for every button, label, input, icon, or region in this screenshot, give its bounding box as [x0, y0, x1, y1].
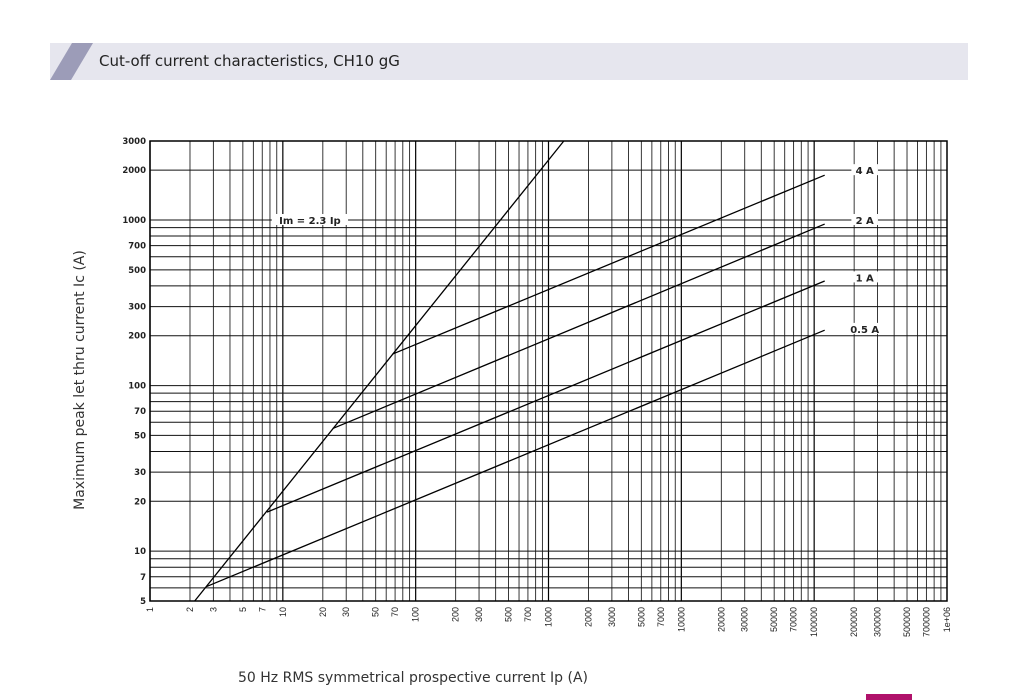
series-label: 1 A [856, 273, 874, 284]
brand-logo [866, 694, 912, 700]
x-tick-label: 100000 [809, 607, 819, 637]
y-tick-label: 70 [134, 407, 146, 417]
series-line [194, 140, 565, 602]
x-tick-label: 20000 [716, 607, 726, 632]
y-tick-label: 2000 [122, 166, 146, 176]
x-tick-label: 1000 [544, 607, 554, 627]
y-tick-label: 100 [128, 382, 146, 392]
series-line [392, 174, 825, 355]
series-line [332, 223, 825, 430]
y-tick-label: 5 [140, 597, 146, 607]
x-tick-label: 7 [257, 607, 267, 612]
x-tick-label: 50 [371, 607, 381, 617]
y-tick-label: 700 [128, 242, 146, 252]
x-tick-label: 500 [504, 607, 514, 622]
y-tick-label: 7 [140, 573, 146, 583]
x-tick-label: 2 [185, 607, 195, 612]
header-band [50, 43, 968, 80]
y-tick-label: 1000 [122, 216, 146, 226]
x-tick-label: 700 [523, 607, 533, 622]
x-tick-label: 300 [474, 607, 484, 622]
x-tick-label: 2000 [583, 607, 593, 627]
x-tick-label: 200 [451, 607, 461, 622]
x-tick-label: 5 [238, 607, 248, 612]
x-tick-label: 10000 [676, 607, 686, 632]
x-tick-label: 1 [145, 607, 155, 612]
series-label-bg [271, 214, 349, 226]
series-label: 2 A [856, 216, 874, 227]
y-tick-label: 50 [134, 431, 146, 441]
x-tick-label: 300000 [873, 607, 883, 637]
x-tick-label: 7000 [656, 607, 666, 627]
series-label: 4 A [856, 166, 874, 177]
header-accent [50, 43, 93, 80]
x-tick-label: 70 [390, 607, 400, 617]
y-tick-label: 3000 [122, 137, 146, 147]
x-tick-label: 500000 [902, 607, 912, 637]
y-tick-label: 30 [134, 468, 146, 478]
x-tick-label: 5000 [636, 607, 646, 627]
x-tick-label: 3 [208, 607, 218, 612]
y-tick-label: 200 [128, 332, 146, 342]
page-title: Cut-off current characteristics, CH10 gG [99, 52, 400, 70]
series-label-bg [851, 164, 878, 176]
x-tick-label: 30000 [740, 607, 750, 632]
series-label-bg [851, 271, 878, 283]
x-tick-label: 3000 [607, 607, 617, 627]
y-tick-label: 10 [134, 547, 146, 557]
y-axis-label: Maximum peak let thru current Ic (A) [72, 250, 88, 510]
x-tick-label: 20 [318, 607, 328, 617]
y-tick-label: 20 [134, 497, 146, 507]
x-tick-label: 100 [411, 607, 421, 622]
x-tick-label: 700000 [921, 607, 931, 637]
series-label-bg [845, 322, 885, 334]
series-line [205, 329, 825, 588]
series-line [266, 280, 825, 513]
x-tick-label: 1e+06 [942, 607, 952, 632]
x-axis-label: 50 Hz RMS symmetrical prospective curren… [238, 670, 588, 686]
x-tick-label: 70000 [789, 607, 799, 632]
series-label: Im = 2.3 Ip [279, 216, 341, 227]
y-tick-label: 500 [128, 266, 146, 276]
x-tick-label: 50000 [769, 607, 779, 632]
x-tick-label: 200000 [849, 607, 859, 637]
plot-frame [149, 140, 948, 602]
x-tick-label: 10 [278, 607, 288, 617]
x-tick-label: 30 [341, 607, 351, 617]
series-label-bg [851, 214, 878, 226]
series-label: 0.5 A [850, 325, 879, 336]
y-tick-label: 300 [128, 303, 146, 313]
